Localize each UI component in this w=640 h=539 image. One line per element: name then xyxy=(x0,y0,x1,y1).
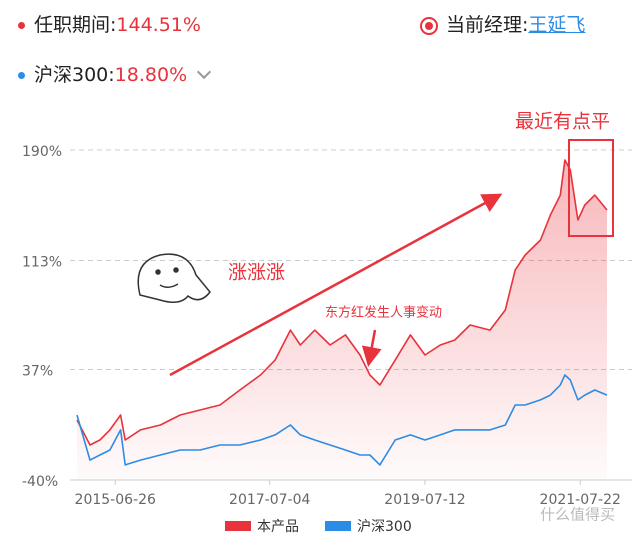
line xyxy=(76,374,608,466)
event-arrow xyxy=(361,329,382,367)
area xyxy=(77,160,607,480)
x-tick-label: 2021-07-22 xyxy=(540,492,621,508)
legend-swatch xyxy=(325,521,351,531)
y-tick-label: 113% xyxy=(22,254,62,270)
manager-row: 当前经理:王延飞 xyxy=(420,10,585,37)
manager-label: 当前经理: xyxy=(446,14,529,36)
y-tick-label: -40% xyxy=(22,474,58,490)
tenure-value: 144.51% xyxy=(116,14,201,36)
tenure-label: 任职期间: xyxy=(34,14,117,36)
manager-link[interactable]: 王延飞 xyxy=(528,14,586,36)
legend-label: 沪深300 xyxy=(357,519,412,535)
highlight-box xyxy=(568,139,614,237)
index-value: 18.80% xyxy=(114,64,188,86)
doodle xyxy=(137,253,211,303)
x-tick-label: 2019-07-12 xyxy=(384,492,465,508)
tenure-row: 任职期间:144.51% xyxy=(18,10,201,37)
y-tick-label: 190% xyxy=(22,144,62,160)
x-tick-label: 2015-06-26 xyxy=(75,492,156,508)
x-tick-label: 2017-07-04 xyxy=(229,492,310,508)
index-row[interactable]: 沪深300:18.80% xyxy=(18,60,212,87)
annotation: 最近有点平 xyxy=(515,111,610,133)
y-tick-label: 37% xyxy=(22,364,53,380)
annotation: 涨涨涨 xyxy=(228,262,285,284)
annotation: 东方红发生人事变动 xyxy=(325,305,442,321)
trend-arrow xyxy=(169,193,503,377)
legend-swatch xyxy=(225,521,251,531)
index-label: 沪深300: xyxy=(34,64,115,86)
watermark: 什么值得买 xyxy=(540,506,615,524)
legend-label: 本产品 xyxy=(257,519,299,535)
line xyxy=(76,159,608,446)
